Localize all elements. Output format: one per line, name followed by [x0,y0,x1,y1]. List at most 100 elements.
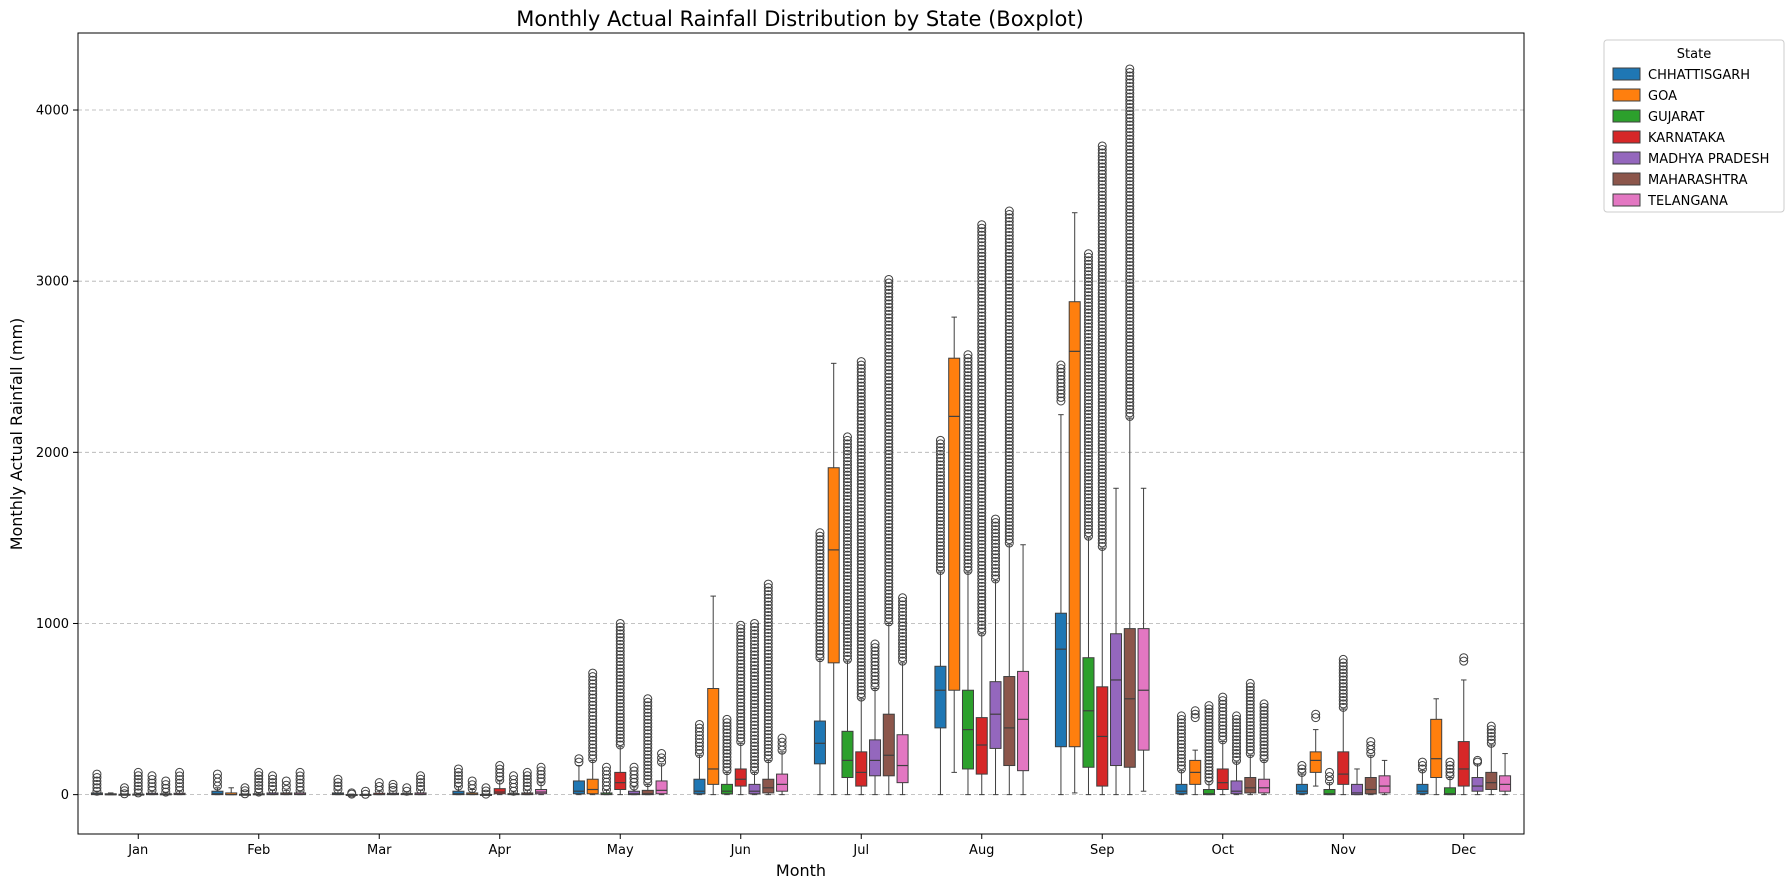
outlier [856,685,866,695]
outlier [815,597,825,607]
outlier [977,571,987,581]
outlier [1004,405,1014,415]
outlier [1245,724,1255,734]
outlier [1218,721,1228,731]
outlier [536,762,546,772]
box [1054,360,1067,796]
outlier [212,769,222,779]
box [452,764,465,796]
outlier [856,549,866,559]
outlier [750,713,760,723]
outlier [1083,437,1093,447]
legend-label: TELANGANA [1647,194,1728,209]
outlier [884,533,894,543]
outlier [601,766,611,776]
outlier [281,780,291,790]
outlier [1125,204,1135,214]
outlier [643,739,653,749]
outlier [977,469,987,479]
box [1323,767,1336,796]
outlier [1004,227,1014,237]
outlier [416,771,426,781]
outlier [963,513,973,523]
outlier [963,492,973,502]
outlier [1097,232,1107,242]
outlier [842,613,852,623]
box-iqr [1323,789,1336,796]
outlier [1083,336,1093,346]
outlier [991,532,1001,542]
x-tick-label: Jan [127,843,148,858]
box-iqr [452,790,465,796]
outlier [588,704,598,714]
box-iqr [776,773,789,792]
outlier [963,419,973,429]
outlier [1097,236,1107,246]
outlier [842,564,852,574]
outlier [1125,264,1135,274]
outlier [1125,222,1135,232]
outlier [1190,713,1200,723]
outlier [856,420,866,430]
outlier [884,337,894,347]
outlier [615,719,625,729]
outlier [1338,654,1348,664]
outlier [842,561,852,571]
outlier [643,764,653,774]
outlier [1125,71,1135,81]
box-iqr [975,717,988,775]
outlier [722,749,732,759]
outlier [842,623,852,633]
outlier [977,578,987,588]
outlier [254,787,264,797]
outlier [1097,155,1107,165]
outlier [1097,408,1107,418]
outlier [898,646,908,656]
outlier [722,762,732,772]
outlier [1004,391,1014,401]
box [535,762,548,796]
outlier [898,632,908,642]
outlier [977,550,987,560]
outlier [1097,404,1107,414]
outlier [856,521,866,531]
outlier [1125,401,1135,411]
outlier [1097,513,1107,523]
outlier [1097,176,1107,186]
outlier [884,428,894,438]
outlier [588,732,598,742]
outlier [1125,110,1135,120]
outlier [856,399,866,409]
outlier [884,610,894,620]
outlier [977,255,987,265]
outlier [884,526,894,536]
outlier [963,548,973,558]
outlier [1083,399,1093,409]
outlier [763,621,773,631]
outlier [856,458,866,468]
outlier [856,654,866,664]
outlier [842,460,852,470]
outlier [416,774,426,784]
box [989,514,1002,796]
outlier [935,453,945,463]
outlier [977,416,987,426]
outlier [977,546,987,556]
outlier [763,708,773,718]
outlier [977,371,987,381]
outlier [629,762,639,772]
outlier [856,650,866,660]
outlier [763,635,773,645]
outlier [1083,395,1093,405]
outlier [736,670,746,680]
outlier [615,639,625,649]
outlier [815,604,825,614]
outlier [1083,378,1093,388]
outlier [1366,737,1376,747]
outlier [884,274,894,284]
box [1485,721,1498,796]
outlier [750,696,760,706]
outlier [856,678,866,688]
outlier [750,738,760,748]
